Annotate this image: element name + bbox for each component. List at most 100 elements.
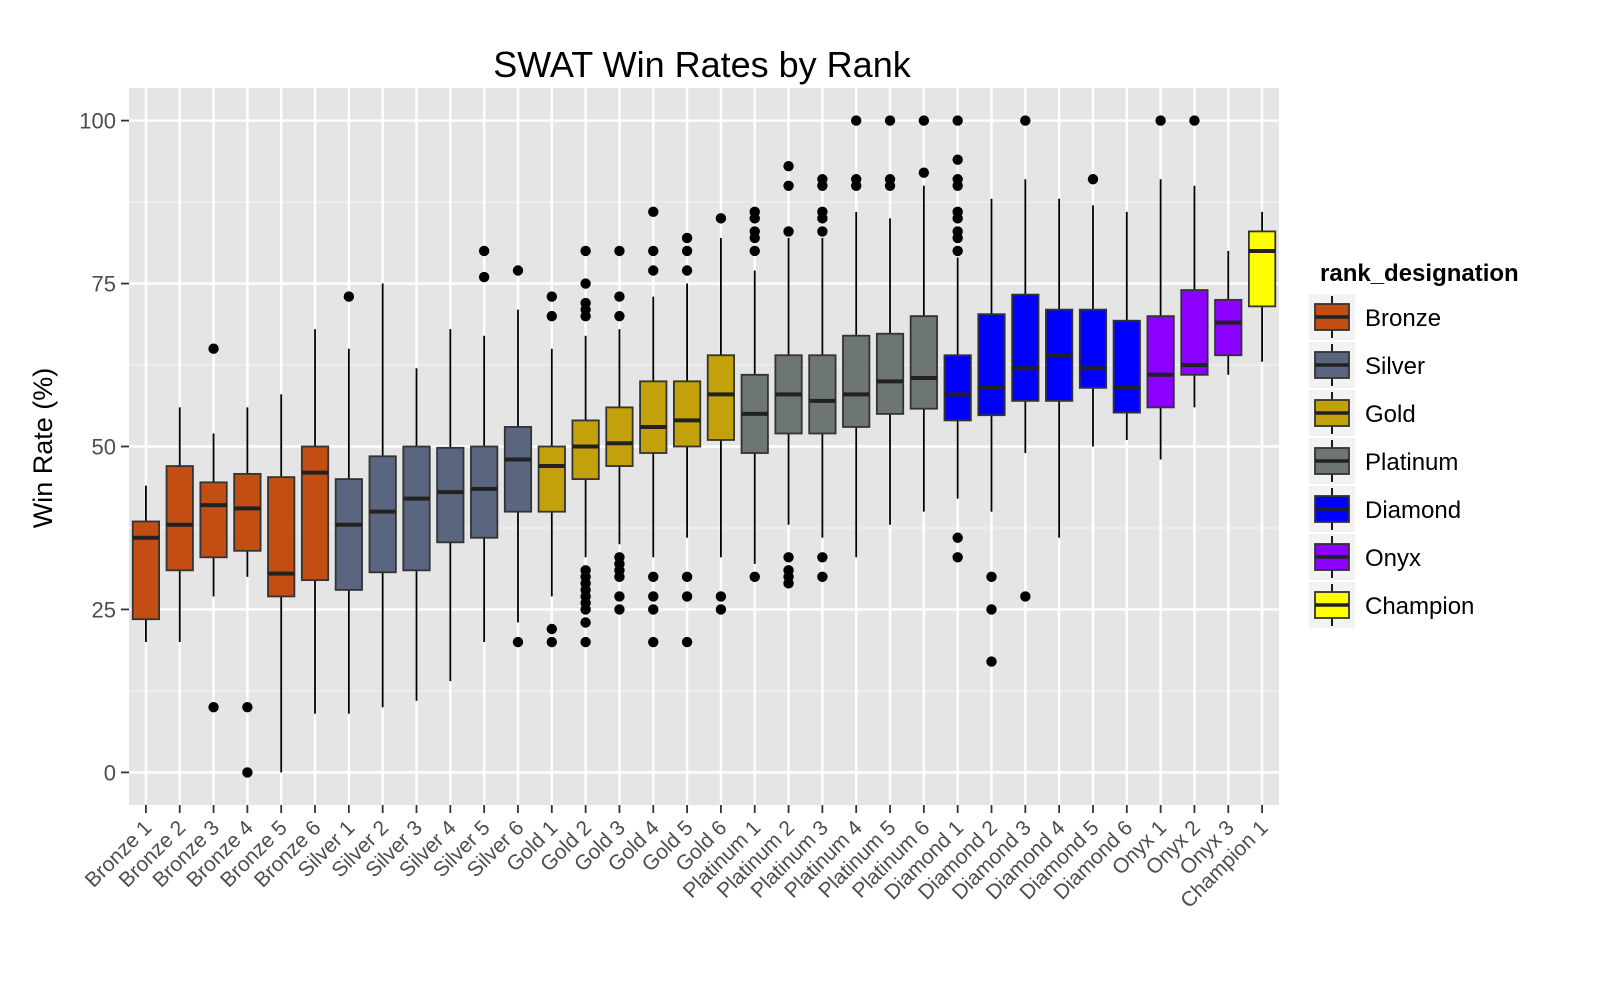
box-platinum-3 bbox=[808, 174, 837, 583]
outlier-point bbox=[783, 180, 794, 191]
box-bronze-1 bbox=[131, 485, 161, 643]
outlier-point bbox=[614, 604, 625, 615]
outlier-point bbox=[1020, 591, 1031, 602]
box-body bbox=[1247, 230, 1277, 308]
outlier-point bbox=[614, 291, 625, 302]
outlier-point bbox=[614, 245, 625, 257]
box-diamond-5 bbox=[1078, 174, 1108, 447]
outlier-point bbox=[648, 206, 659, 218]
legend-item-platinum: Platinum bbox=[1309, 438, 1458, 484]
box-bronze-4 bbox=[233, 407, 262, 778]
outlier-point bbox=[952, 180, 963, 191]
box-body bbox=[402, 445, 431, 572]
outlier-point bbox=[986, 571, 997, 583]
box-platinum-6 bbox=[909, 115, 938, 512]
box-gold-3 bbox=[605, 245, 634, 615]
outlier-point bbox=[749, 571, 760, 583]
box-body bbox=[1078, 308, 1108, 389]
outlier-point bbox=[546, 291, 557, 302]
box-diamond-3 bbox=[1011, 115, 1040, 602]
box-body bbox=[165, 465, 194, 572]
outlier-point bbox=[1020, 115, 1031, 126]
box-body bbox=[943, 354, 972, 422]
box-body bbox=[842, 334, 871, 428]
box-body bbox=[672, 380, 702, 448]
outlier-point bbox=[749, 245, 760, 257]
outlier-point bbox=[952, 532, 963, 543]
outlier-point bbox=[580, 604, 591, 615]
outlier-point bbox=[715, 591, 727, 602]
outlier-point bbox=[546, 623, 557, 635]
y-tick-label: 50 bbox=[92, 435, 116, 460]
outlier-point bbox=[817, 226, 828, 237]
legend-label: Champion bbox=[1365, 593, 1474, 620]
box-body bbox=[571, 419, 600, 480]
box-silver-2 bbox=[368, 283, 397, 708]
y-axis: 0 25 50 75 100 bbox=[79, 109, 129, 785]
legend: rank_designation Bronze Silver Gold Platinu… bbox=[1309, 260, 1519, 628]
outlier-point bbox=[478, 271, 490, 283]
outlier-point bbox=[884, 115, 896, 126]
box-body bbox=[1146, 315, 1175, 409]
box-diamond-1 bbox=[943, 115, 972, 563]
outlier-point bbox=[648, 245, 659, 257]
outlier-point bbox=[884, 180, 896, 191]
outlier-point bbox=[242, 767, 253, 778]
outlier-point bbox=[749, 232, 760, 244]
legend-item-onyx: Onyx bbox=[1309, 534, 1421, 580]
outlier-point bbox=[512, 636, 524, 648]
legend-item-champion: Champion bbox=[1309, 582, 1474, 628]
legend-label: Gold bbox=[1365, 401, 1416, 428]
box-body bbox=[199, 481, 228, 559]
outlier-point bbox=[648, 571, 659, 583]
outlier-point bbox=[681, 265, 693, 276]
legend-label: Silver bbox=[1365, 353, 1425, 380]
outlier-point bbox=[208, 343, 219, 354]
outlier-point bbox=[614, 591, 625, 602]
outlier-point bbox=[749, 213, 760, 224]
box-diamond-2 bbox=[977, 198, 1006, 667]
legend-item-silver: Silver bbox=[1309, 342, 1425, 388]
y-tick-label: 75 bbox=[92, 272, 116, 297]
box-gold-5 bbox=[672, 232, 702, 648]
box-onyx-2 bbox=[1180, 115, 1209, 408]
outlier-point bbox=[952, 115, 963, 126]
box-diamond-6 bbox=[1112, 211, 1141, 440]
outlier-point bbox=[986, 656, 997, 667]
outlier-point bbox=[715, 604, 727, 615]
outlier-point bbox=[614, 571, 625, 583]
box-body bbox=[1011, 293, 1040, 402]
box-body bbox=[368, 455, 397, 574]
outlier-point bbox=[512, 265, 524, 276]
box-body bbox=[233, 472, 262, 552]
legend-item-bronze: Bronze bbox=[1309, 294, 1441, 340]
outlier-point bbox=[681, 571, 693, 583]
outlier-point bbox=[681, 591, 693, 602]
y-tick-label: 100 bbox=[79, 109, 116, 134]
legend-title: rank_designation bbox=[1320, 260, 1519, 287]
outlier-point bbox=[648, 636, 659, 648]
box-body bbox=[537, 445, 566, 513]
chart-title: SWAT Win Rates by Rank bbox=[493, 44, 911, 85]
outlier-point bbox=[343, 291, 355, 302]
box-silver-3 bbox=[402, 368, 431, 701]
box-onyx-3 bbox=[1214, 250, 1243, 375]
box-silver-6 bbox=[503, 265, 533, 648]
box-platinum-5 bbox=[875, 115, 905, 525]
box-diamond-4 bbox=[1045, 198, 1074, 538]
outlier-point bbox=[648, 265, 659, 276]
box-bronze-3 bbox=[199, 343, 228, 713]
outlier-point bbox=[580, 245, 591, 257]
outlier-point bbox=[648, 604, 659, 615]
outlier-point bbox=[580, 278, 591, 289]
outlier-point bbox=[1155, 115, 1166, 126]
outlier-point bbox=[681, 245, 693, 257]
outlier-point bbox=[681, 636, 693, 648]
box-body bbox=[706, 354, 736, 441]
outlier-point bbox=[918, 167, 930, 178]
box-body bbox=[503, 426, 533, 513]
outlier-point bbox=[918, 115, 930, 126]
outlier-point bbox=[478, 245, 490, 257]
box-body bbox=[639, 380, 668, 454]
